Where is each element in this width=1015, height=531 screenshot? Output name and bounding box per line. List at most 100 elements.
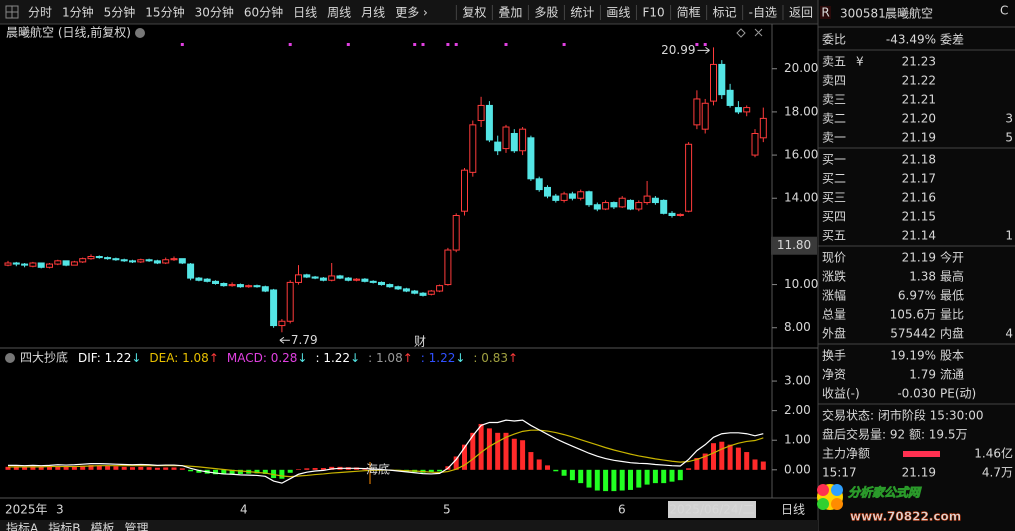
macd-bar xyxy=(702,453,708,470)
y-tick-label: 2.00 xyxy=(784,403,811,417)
badge: R xyxy=(821,6,829,20)
cursor-date: 2025/06/24/二 xyxy=(669,503,754,517)
macd-bar xyxy=(221,469,227,475)
macd-bar xyxy=(213,469,218,475)
candle-body xyxy=(519,128,527,152)
macd-bar xyxy=(163,467,169,470)
quote-value: 21.14 xyxy=(902,229,936,243)
period-label[interactable]: 日线 xyxy=(781,503,805,517)
y-tick-label: 18.00 xyxy=(784,104,818,118)
toolbar-button[interactable]: -自选 xyxy=(749,6,777,20)
quote-label: 卖四 xyxy=(822,74,846,88)
legend-arrow: ↓ xyxy=(131,351,141,365)
candle-body xyxy=(236,284,244,288)
macd-bar xyxy=(287,469,293,473)
bottom-tab[interactable]: 管理 xyxy=(124,521,148,531)
quote-value: 19.19% xyxy=(890,349,936,363)
macd-bar xyxy=(677,469,683,481)
macd-bar xyxy=(88,465,94,470)
logo-circle xyxy=(817,498,829,510)
macd-bar xyxy=(486,428,492,470)
period-tab[interactable]: 30分钟 xyxy=(195,5,234,20)
legend-arrow: ↓ xyxy=(455,351,465,365)
candle-body xyxy=(311,276,319,279)
period-tab[interactable]: 60分钟 xyxy=(244,5,283,20)
bottom-tab[interactable]: 指标B xyxy=(48,521,80,531)
chart-title: 晨曦航空 (日线,前复权) xyxy=(6,25,131,40)
macd-bar xyxy=(511,438,517,470)
macd-bar xyxy=(105,465,111,470)
macd-bar xyxy=(5,466,11,470)
quote-value: 21.18 xyxy=(902,153,936,167)
title-menu-icon[interactable] xyxy=(135,28,145,38)
macd-bar xyxy=(196,469,202,473)
signal-dot xyxy=(695,43,699,46)
quote-label: 买五 xyxy=(822,229,846,243)
period-tab[interactable]: 分时 xyxy=(28,6,52,20)
quote-value: 1.79 xyxy=(909,368,936,382)
period-tab[interactable]: 更多 › xyxy=(395,6,428,20)
quote-label: 涨跌 xyxy=(822,269,846,284)
toolbar-button[interactable]: 返回 xyxy=(789,6,813,20)
macd-bar xyxy=(154,467,160,470)
candle-body xyxy=(394,286,402,290)
toolbar-button[interactable]: 标记 xyxy=(713,6,737,20)
toolbar-button[interactable]: 复权 xyxy=(462,6,486,20)
macd-bar xyxy=(63,466,69,470)
period-tab[interactable]: 月线 xyxy=(361,6,385,20)
toolbar-button[interactable]: F10 xyxy=(642,6,664,20)
macd-bar xyxy=(611,469,617,492)
macd-bar xyxy=(428,469,434,473)
quote-label: 卖二 xyxy=(822,112,846,126)
signal-dot xyxy=(454,43,458,46)
bottom-tab[interactable]: 模板 xyxy=(90,522,114,531)
candle-body xyxy=(461,169,468,212)
y-tick-label: 10.00 xyxy=(784,277,818,291)
indicator-menu-icon[interactable] xyxy=(5,353,15,363)
candle-body xyxy=(602,202,610,210)
macd-bar xyxy=(138,466,144,470)
bottom-tab[interactable]: 指标A xyxy=(6,521,39,531)
period-tab[interactable]: 15分钟 xyxy=(145,5,184,20)
toolbar-button[interactable]: 多股 xyxy=(534,6,558,20)
watermark-url: www.70822.com xyxy=(850,510,961,524)
period-tab[interactable]: 1分钟 xyxy=(62,5,94,20)
period-tab[interactable]: 日线 xyxy=(293,6,317,20)
logo-circle xyxy=(817,484,829,496)
quote-value: 21.15 xyxy=(902,210,936,224)
macd-bar xyxy=(495,432,501,470)
period-tab[interactable]: 5分钟 xyxy=(104,5,136,20)
candle-body xyxy=(494,141,502,152)
candle-body xyxy=(710,63,717,102)
toolbar-button[interactable]: 统计 xyxy=(570,6,594,20)
cursor-date-box xyxy=(668,501,756,518)
date-label: 2025年 xyxy=(5,503,48,517)
toolbar-button[interactable]: 画线 xyxy=(606,6,630,20)
y-tick-label: 14.00 xyxy=(784,191,818,205)
watermark-title: 分析家公式网 xyxy=(848,486,922,500)
candle-body xyxy=(87,256,95,260)
macd-bar xyxy=(121,466,127,470)
toolbar-button[interactable]: 叠加 xyxy=(498,6,522,20)
legend-arrow: ↑ xyxy=(508,351,518,365)
diamond-icon[interactable] xyxy=(736,28,746,38)
macd-bar xyxy=(594,469,600,491)
quote-label: 交易状态: 闭市阶段 15:30:00 xyxy=(822,408,984,423)
signal-dot xyxy=(413,43,417,46)
macd-bar xyxy=(760,461,766,470)
period-tab[interactable]: 周线 xyxy=(327,6,351,20)
quote-label: 卖一 xyxy=(822,131,846,145)
bottom-tab-bar xyxy=(0,520,818,531)
close-icon[interactable] xyxy=(754,28,763,37)
quote-label: PE(动) xyxy=(940,387,976,401)
high-label: 20.99 xyxy=(661,43,695,57)
candle-body xyxy=(469,124,477,173)
toolbar-button[interactable]: 简框 xyxy=(677,6,701,20)
candle-body xyxy=(178,258,186,264)
legend-text: DEA: 1.08 xyxy=(149,351,208,365)
candle-body xyxy=(402,288,410,292)
legend-arrow: ↑ xyxy=(209,351,219,365)
net-flow-bar xyxy=(903,451,940,457)
legend-item: : 1.22↓ xyxy=(421,351,466,365)
candle-body xyxy=(444,249,452,286)
